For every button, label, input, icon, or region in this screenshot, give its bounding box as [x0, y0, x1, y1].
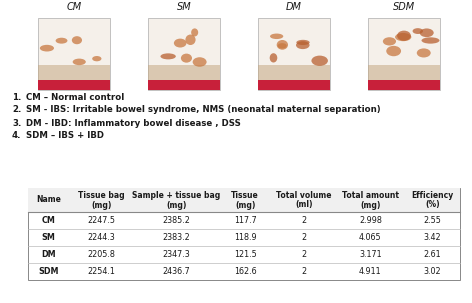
Text: (mg): (mg) — [360, 201, 380, 209]
Ellipse shape — [420, 28, 434, 37]
Ellipse shape — [413, 28, 423, 34]
Text: 2436.7: 2436.7 — [162, 267, 190, 276]
Text: 2.61: 2.61 — [423, 250, 441, 259]
Text: 2247.5: 2247.5 — [87, 216, 116, 225]
Text: 2.55: 2.55 — [423, 216, 441, 225]
Ellipse shape — [56, 38, 67, 44]
Ellipse shape — [72, 36, 82, 44]
Text: Sample + tissue bag: Sample + tissue bag — [132, 191, 220, 201]
Text: 2: 2 — [301, 216, 306, 225]
Bar — [368, 18, 440, 90]
Text: SDM: SDM — [38, 267, 59, 276]
Ellipse shape — [277, 40, 288, 50]
Text: 118.9: 118.9 — [234, 233, 256, 242]
Bar — [28, 188, 460, 212]
Bar — [258, 18, 330, 90]
Ellipse shape — [191, 28, 198, 36]
Ellipse shape — [296, 41, 310, 49]
Text: (mg): (mg) — [92, 201, 112, 209]
Text: DM - IBD: Inflammatory bowel disease , DSS: DM - IBD: Inflammatory bowel disease , D… — [26, 118, 241, 128]
Ellipse shape — [417, 48, 431, 58]
Text: (mg): (mg) — [166, 201, 186, 209]
Text: SM: SM — [177, 2, 191, 12]
Ellipse shape — [185, 35, 195, 45]
Text: DM: DM — [42, 250, 56, 259]
Text: (ml): (ml) — [295, 201, 312, 209]
Ellipse shape — [383, 37, 396, 45]
Ellipse shape — [40, 45, 54, 52]
Ellipse shape — [181, 54, 192, 63]
Text: SDM: SDM — [393, 2, 415, 12]
Bar — [148, 80, 220, 90]
Ellipse shape — [73, 58, 86, 65]
Text: (%): (%) — [425, 201, 440, 209]
Ellipse shape — [160, 53, 176, 59]
Ellipse shape — [278, 43, 287, 48]
Text: 2385.2: 2385.2 — [162, 216, 190, 225]
Text: 2244.3: 2244.3 — [88, 233, 116, 242]
Text: 3.42: 3.42 — [423, 233, 441, 242]
Ellipse shape — [421, 37, 439, 44]
Ellipse shape — [312, 56, 328, 66]
Text: 117.7: 117.7 — [234, 216, 256, 225]
Text: (mg): (mg) — [235, 201, 255, 209]
Text: 2: 2 — [301, 250, 306, 259]
Text: Total amount: Total amount — [342, 191, 399, 201]
Text: 2.: 2. — [12, 105, 21, 115]
Text: 121.5: 121.5 — [234, 250, 256, 259]
Bar — [368, 65, 440, 80]
Bar — [368, 80, 440, 90]
Ellipse shape — [386, 46, 401, 56]
Bar — [148, 18, 220, 90]
Text: 2: 2 — [301, 233, 306, 242]
Ellipse shape — [92, 56, 101, 61]
Ellipse shape — [395, 33, 411, 41]
Text: 4.911: 4.911 — [359, 267, 382, 276]
Text: 2347.3: 2347.3 — [162, 250, 190, 259]
Text: 3.02: 3.02 — [423, 267, 441, 276]
Text: 1.: 1. — [12, 92, 21, 102]
Bar — [28, 188, 460, 280]
Bar — [38, 65, 110, 80]
Ellipse shape — [397, 31, 411, 41]
Bar — [38, 18, 110, 90]
Text: 2.998: 2.998 — [359, 216, 382, 225]
Text: 4.: 4. — [12, 132, 22, 141]
Text: SM - IBS: Irritable bowel syndrome, NMS (neonatal maternal separation): SM - IBS: Irritable bowel syndrome, NMS … — [26, 105, 380, 115]
Text: 3.: 3. — [12, 118, 21, 128]
Text: SM: SM — [42, 233, 56, 242]
Text: CM: CM — [42, 216, 56, 225]
Ellipse shape — [174, 38, 186, 48]
Ellipse shape — [193, 57, 207, 67]
Bar — [258, 80, 330, 90]
Text: Tissue bag: Tissue bag — [78, 191, 125, 201]
Text: Total volume: Total volume — [276, 191, 331, 201]
Text: Efficiency: Efficiency — [411, 191, 454, 201]
Bar — [148, 65, 220, 80]
Text: 4.065: 4.065 — [359, 233, 382, 242]
Text: Tissue: Tissue — [231, 191, 259, 201]
Text: 2383.2: 2383.2 — [162, 233, 190, 242]
Text: 2205.8: 2205.8 — [88, 250, 116, 259]
Text: DM: DM — [286, 2, 302, 12]
Text: 2254.1: 2254.1 — [88, 267, 116, 276]
Ellipse shape — [270, 53, 277, 62]
Text: CM – Normal control: CM – Normal control — [26, 92, 124, 102]
Bar — [258, 65, 330, 80]
Ellipse shape — [296, 40, 310, 45]
Text: Name: Name — [36, 195, 61, 205]
Text: SDM – IBS + IBD: SDM – IBS + IBD — [26, 132, 104, 141]
Text: 3.171: 3.171 — [359, 250, 382, 259]
Ellipse shape — [270, 34, 283, 39]
Text: 2: 2 — [301, 267, 306, 276]
Text: CM: CM — [67, 2, 82, 12]
Text: 162.6: 162.6 — [234, 267, 256, 276]
Bar — [38, 80, 110, 90]
